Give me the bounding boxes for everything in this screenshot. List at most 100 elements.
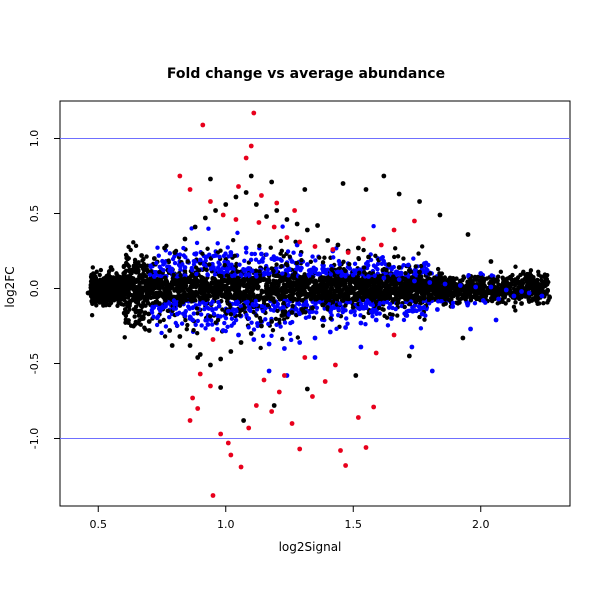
cloud-point xyxy=(442,275,448,280)
cloud-point xyxy=(185,322,190,328)
data-point-s0-115 xyxy=(123,310,129,315)
data-point-s0-16 xyxy=(167,328,173,333)
data-point-s0-48 xyxy=(330,299,336,305)
data-point-s2-22 xyxy=(259,193,264,198)
cloud-point xyxy=(133,297,138,302)
data-point-s1-1 xyxy=(159,305,165,311)
cloud-point xyxy=(165,284,171,289)
data-point-s0-77 xyxy=(478,281,484,287)
cloud-point xyxy=(270,327,276,333)
cloud-point xyxy=(223,315,229,321)
cloud-point xyxy=(131,240,136,245)
cloud-point xyxy=(229,316,235,321)
cloud-point xyxy=(192,258,197,264)
y-tick-label-4: 1.0 xyxy=(28,130,41,148)
cloud-point xyxy=(148,269,154,274)
cloud-point xyxy=(339,273,344,278)
cloud-point xyxy=(184,326,189,332)
data-point-s0-99 xyxy=(417,199,422,204)
cloud-point xyxy=(358,301,364,307)
cloud-point xyxy=(145,267,150,272)
cloud-point xyxy=(99,287,104,292)
cloud-point xyxy=(218,289,223,294)
cloud-point xyxy=(376,290,381,296)
cloud-point xyxy=(275,308,280,314)
cloud-point xyxy=(281,300,286,306)
cloud-point xyxy=(242,291,247,296)
cloud-point xyxy=(246,325,251,330)
cloud-point xyxy=(368,309,374,314)
cloud-point xyxy=(347,290,352,295)
cloud-point xyxy=(491,279,496,284)
cloud-point xyxy=(288,320,293,326)
cloud-point xyxy=(399,293,405,298)
cloud-point xyxy=(126,268,131,273)
cloud-point xyxy=(219,283,225,288)
cloud-point xyxy=(403,271,408,276)
cloud-point xyxy=(416,304,422,309)
cloud-point xyxy=(206,292,211,298)
data-point-s0-0 xyxy=(85,290,91,296)
cloud-point xyxy=(362,270,367,275)
cloud-point xyxy=(381,300,386,305)
cloud-point xyxy=(192,297,198,303)
cloud-point xyxy=(251,327,257,332)
cloud-point xyxy=(157,264,162,270)
data-point-s2-38 xyxy=(289,421,295,426)
cloud-point xyxy=(424,278,429,283)
data-point-s0-28 xyxy=(228,349,234,354)
data-point-s0-75 xyxy=(468,280,473,285)
cloud-point xyxy=(289,280,294,285)
cloud-point xyxy=(361,265,367,270)
cloud-point xyxy=(173,281,178,286)
data-point-s0-41 xyxy=(294,221,300,227)
data-point-s0-42 xyxy=(299,307,305,312)
cloud-point xyxy=(249,320,254,325)
cloud-point xyxy=(320,323,326,328)
data-point-s1-37 xyxy=(435,307,440,312)
cloud-point xyxy=(217,254,222,259)
cloud-point xyxy=(216,300,221,305)
data-point-s1-51 xyxy=(266,368,272,374)
cloud-point xyxy=(291,250,296,255)
cloud-point xyxy=(332,289,337,294)
cloud-point xyxy=(173,320,178,326)
cloud-point xyxy=(283,261,289,267)
cloud-point xyxy=(281,305,286,310)
cloud-point xyxy=(395,270,400,275)
data-point-s0-7 xyxy=(121,271,127,276)
cloud-point xyxy=(384,280,389,286)
data-point-s0-108 xyxy=(304,386,310,392)
x-tick-label-2: 1.5 xyxy=(345,518,363,531)
cloud-point xyxy=(280,271,285,276)
cloud-point xyxy=(238,272,243,277)
cloud-point xyxy=(283,294,288,299)
cloud-point xyxy=(286,312,291,317)
cloud-point xyxy=(411,308,416,314)
cloud-point xyxy=(377,300,383,306)
data-point-s0-30 xyxy=(238,340,244,345)
data-point-s0-71 xyxy=(447,275,453,281)
cloud-point xyxy=(308,290,313,296)
data-point-s2-1 xyxy=(251,110,257,116)
cloud-point xyxy=(115,303,120,308)
cloud-point xyxy=(204,305,210,310)
cloud-point xyxy=(222,262,227,268)
cloud-point xyxy=(161,267,166,273)
cloud-point xyxy=(406,262,411,268)
cloud-point xyxy=(132,322,138,327)
cloud-point xyxy=(203,318,208,323)
data-point-s0-100 xyxy=(437,212,443,218)
cloud-point xyxy=(204,254,210,259)
data-point-s0-52 xyxy=(350,296,356,302)
cloud-point xyxy=(495,274,501,279)
cloud-point xyxy=(215,295,220,300)
cloud-point xyxy=(272,291,277,296)
cloud-point xyxy=(261,270,267,276)
cloud-point xyxy=(237,295,242,300)
data-point-s0-116 xyxy=(103,302,109,308)
cloud-point xyxy=(177,252,183,257)
cloud-point xyxy=(502,277,507,282)
data-point-s2-13 xyxy=(312,244,318,249)
cloud-point xyxy=(352,291,357,297)
